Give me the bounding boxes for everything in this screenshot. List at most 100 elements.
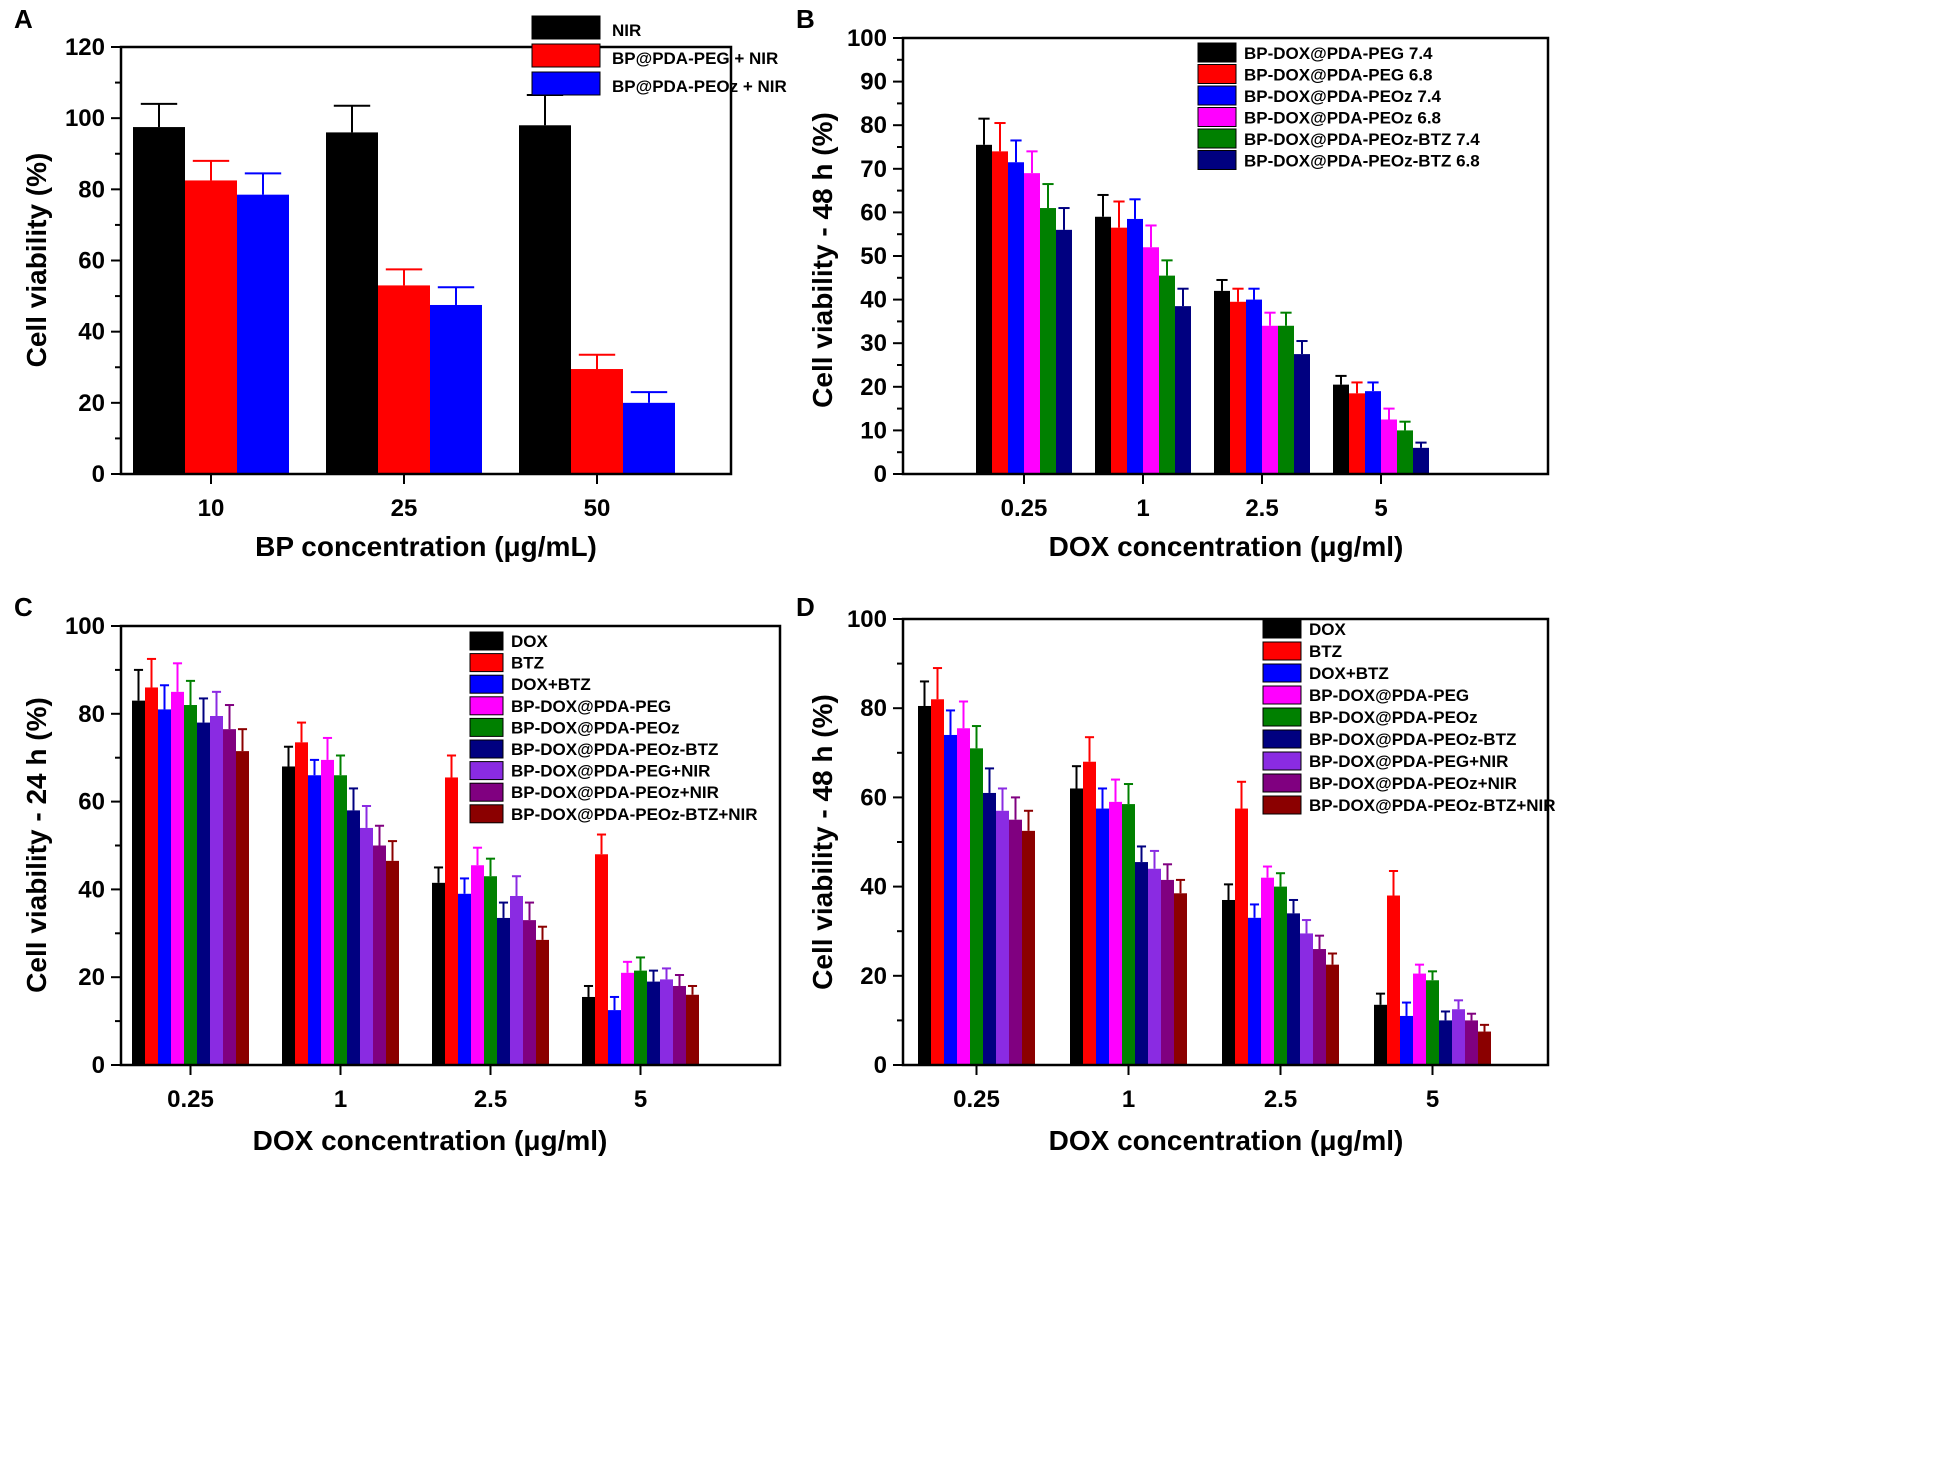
y-tick-label: 30 — [860, 330, 887, 357]
bar-d-s6-c1 — [1148, 868, 1161, 1065]
legend-label: DOX+BTZ — [1309, 664, 1389, 683]
bar-d-s8-c3 — [1478, 1031, 1491, 1065]
x-tick-label: 25 — [391, 495, 418, 522]
y-tick-label: 20 — [78, 964, 105, 991]
y-tick-label: 60 — [860, 199, 887, 226]
x-axis-title: BP concentration (μg/mL) — [255, 531, 597, 562]
bar-b-s3-c2 — [1262, 325, 1278, 474]
bar-c-s4-c3 — [634, 970, 647, 1065]
bar-d-s3-c0 — [957, 728, 970, 1065]
panel-label: D — [796, 592, 815, 622]
legend-label: DOX+BTZ — [511, 675, 591, 694]
bar-d-s0-c2 — [1222, 899, 1235, 1065]
bar-c-s1-c3 — [595, 854, 608, 1065]
x-tick-label: 50 — [584, 495, 611, 522]
y-axis-title: Cell viability (%) — [21, 153, 52, 368]
y-tick-label: 90 — [860, 69, 887, 96]
legend-label: BP@PDA-PEG + NIR — [612, 49, 778, 68]
legend-label: BP-DOX@PDA-PEOz-BTZ+NIR — [1309, 796, 1556, 815]
bar-c-s4-c0 — [184, 705, 197, 1065]
y-tick-label: 60 — [78, 789, 105, 816]
bar-b-s1-c1 — [1111, 227, 1127, 474]
y-tick-label: 60 — [860, 784, 887, 811]
bar-b-s0-c1 — [1095, 216, 1111, 474]
bar-c-s3-c2 — [471, 865, 484, 1065]
legend: DOX BTZ DOX+BTZ BP-DOX@PDA-PEG BP-DOX@PDA-PE… — [469, 631, 758, 824]
x-tick-label: 0.25 — [167, 1086, 214, 1113]
bar-c-s4-c2 — [484, 876, 497, 1065]
bar-d-s1-c3 — [1387, 895, 1400, 1065]
bar-c-s8-c1 — [386, 860, 399, 1065]
bar-d-s0-c3 — [1374, 1004, 1387, 1065]
y-tick-label: 0 — [92, 461, 105, 488]
bar-b-s4-c3 — [1397, 430, 1413, 474]
bar-a-s2-c0 — [237, 194, 289, 474]
bar-d-s2-c3 — [1400, 1015, 1413, 1065]
bar-b-s1-c2 — [1230, 301, 1246, 474]
legend-swatch — [469, 782, 504, 802]
bar-d-s8-c2 — [1326, 964, 1339, 1065]
bar-b-s0-c2 — [1214, 290, 1230, 474]
bar-b-s4-c2 — [1278, 325, 1294, 474]
legend-label: BP-DOX@PDA-PEG 7.4 — [1244, 44, 1433, 63]
y-tick-label: 10 — [860, 417, 887, 444]
y-tick-label: 20 — [860, 374, 887, 401]
chart-panel-d: 0.25 1 2.5 5 0 20 40 60 80 100 DOX concentration (… — [796, 592, 1556, 1156]
bar-d-s2-c2 — [1248, 917, 1261, 1065]
bar-b-s5-c0 — [1056, 229, 1072, 474]
y-tick-label: 80 — [860, 112, 887, 139]
y-tick-label: 40 — [860, 287, 887, 314]
legend: BP-DOX@PDA-PEG 7.4 BP-DOX@PDA-PEG 6.8 BP-D… — [1197, 42, 1480, 171]
bar-b-s2-c1 — [1127, 218, 1143, 474]
bar-d-s7-c1 — [1161, 879, 1174, 1065]
legend-swatch — [531, 15, 601, 40]
bar-d-s4-c3 — [1426, 980, 1439, 1065]
y-tick-label: 0 — [874, 1052, 887, 1079]
y-tick-label: 80 — [78, 701, 105, 728]
bar-d-s8-c0 — [1022, 830, 1035, 1065]
legend-swatch — [1262, 685, 1302, 705]
legend-label: BP-DOX@PDA-PEOz 7.4 — [1244, 87, 1442, 106]
bar-c-s0-c1 — [282, 766, 295, 1065]
bar-c-s4-c1 — [334, 775, 347, 1065]
bar-c-s0-c3 — [582, 996, 595, 1065]
chart-panel-a: 10 25 50 0 20 40 60 80 100 120 BP concentration (μ… — [14, 4, 787, 562]
bar-c-s6-c0 — [210, 715, 223, 1065]
bar-c-s6-c1 — [360, 827, 373, 1065]
y-tick-label: 120 — [65, 34, 105, 61]
x-tick-label: 5 — [634, 1086, 647, 1113]
legend-swatch — [469, 739, 504, 759]
legend-swatch — [1197, 85, 1237, 106]
bar-d-s3-c2 — [1261, 877, 1274, 1065]
y-tick-label: 80 — [860, 695, 887, 722]
legend-swatch — [469, 761, 504, 781]
legend-label: BP-DOX@PDA-PEOz+NIR — [1309, 774, 1517, 793]
bar-d-s5-c0 — [983, 792, 996, 1065]
legend-label: BP-DOX@PDA-PEOz-BTZ — [511, 740, 718, 759]
bar-c-s2-c3 — [608, 1010, 621, 1065]
bar-c-s7-c0 — [223, 729, 236, 1065]
bar-b-s2-c0 — [1008, 162, 1024, 474]
legend-swatch — [1262, 707, 1302, 727]
legend-label: DOX — [511, 632, 549, 651]
x-axis-title: DOX concentration (μg/ml) — [1049, 531, 1404, 562]
bar-c-s0-c0 — [132, 700, 145, 1065]
legend-label: BP-DOX@PDA-PEOz 6.8 — [1244, 109, 1441, 128]
bar-b-s2-c3 — [1365, 391, 1381, 474]
bar-c-s6-c3 — [660, 979, 673, 1065]
legend-swatch — [1262, 729, 1302, 749]
x-tick-label: 5 — [1374, 495, 1387, 522]
y-tick-label: 60 — [78, 248, 105, 275]
bar-a-s1-c0 — [185, 180, 237, 474]
legend-label: BP-DOX@PDA-PEOz-BTZ 6.8 — [1244, 152, 1480, 171]
legend-label: BP-DOX@PDA-PEG+NIR — [511, 762, 710, 781]
legend-label: BP-DOX@PDA-PEOz — [511, 718, 680, 737]
legend-swatch — [1197, 128, 1237, 149]
x-tick-label: 1 — [334, 1086, 347, 1113]
y-tick-label: 20 — [78, 390, 105, 417]
bar-d-s2-c1 — [1096, 808, 1109, 1065]
bar-d-s3-c3 — [1413, 973, 1426, 1065]
bar-c-s7-c2 — [523, 920, 536, 1065]
bar-d-s3-c1 — [1109, 801, 1122, 1065]
legend-swatch — [1262, 795, 1302, 815]
